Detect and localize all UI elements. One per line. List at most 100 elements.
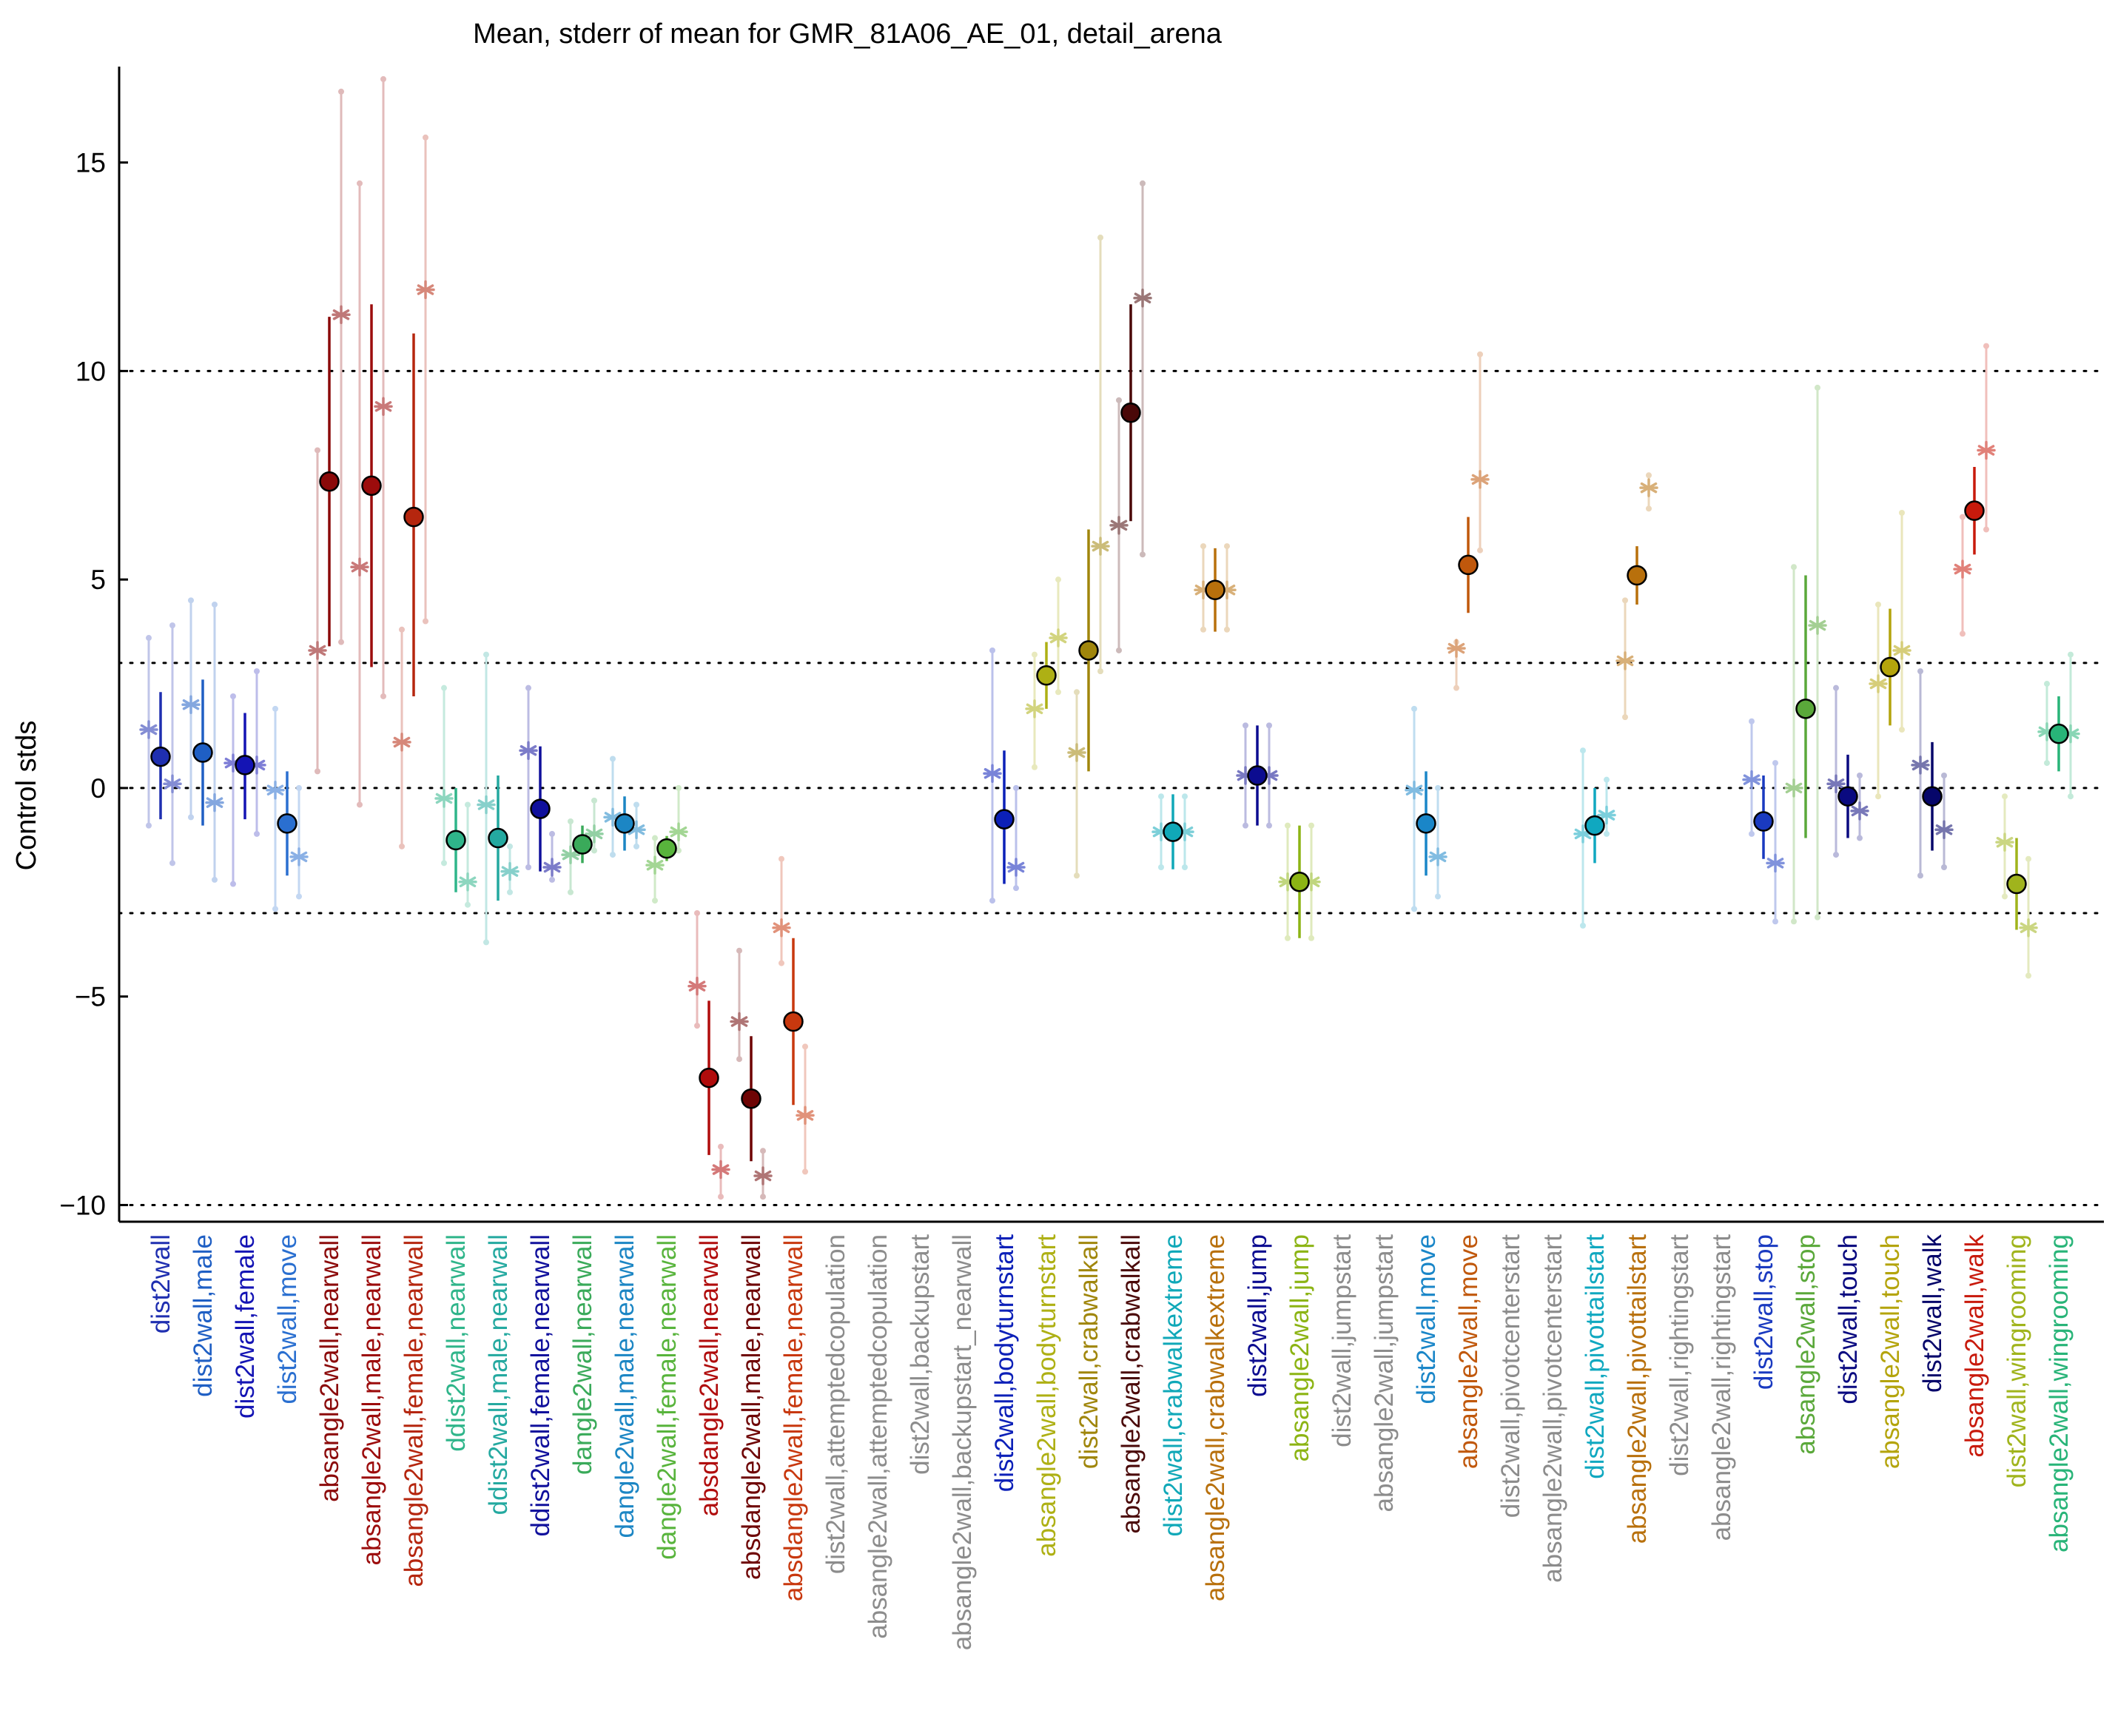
spread-point	[315, 447, 320, 454]
spread-point	[1477, 547, 1483, 554]
category-label: dist2wall,pivotcenterstart	[1496, 1234, 1525, 1518]
spread-point	[338, 639, 344, 645]
spread-point	[1013, 784, 1019, 791]
spread-point	[676, 847, 682, 854]
spread-point	[254, 830, 260, 837]
mean-marker	[361, 475, 382, 497]
spread-point	[465, 801, 471, 808]
spread-point	[736, 1056, 742, 1063]
mean-marker	[656, 838, 677, 859]
sex-marker	[669, 822, 688, 841]
spread-point	[1243, 822, 1248, 829]
sex-marker	[1869, 674, 1888, 693]
spread-point	[610, 852, 616, 858]
spread-point	[254, 668, 260, 675]
spread-point	[1200, 543, 1206, 550]
spread-point	[1580, 747, 1586, 754]
category-label: absangle2wall,nearwall	[315, 1234, 344, 1502]
spread-point	[483, 939, 489, 946]
sex-marker	[1447, 639, 1466, 658]
mean-marker	[614, 813, 635, 834]
mean-marker	[783, 1011, 804, 1032]
spread-point	[549, 876, 555, 883]
category-label: absdangle2wall,male,nearwall	[737, 1234, 766, 1580]
spread-point	[525, 864, 531, 870]
mean-marker	[277, 813, 297, 834]
y-tick-label: 0	[90, 773, 106, 804]
sex-marker	[434, 789, 454, 808]
sex-marker	[139, 720, 158, 739]
sex-marker	[1639, 478, 1658, 497]
spread-point	[2068, 651, 2074, 658]
category-label: absangle2wall,stop	[1792, 1234, 1820, 1455]
category-label: dist2wall,move	[1412, 1234, 1441, 1404]
category-label: absangle2wall,wingrooming	[2045, 1234, 2074, 1552]
spread-point	[1899, 727, 1905, 733]
category-label: absangle2wall,pivottailstart	[1623, 1234, 1652, 1544]
spread-point	[1097, 668, 1103, 675]
mean-marker	[1036, 665, 1057, 686]
category-label: dist2wall,touch	[1834, 1234, 1863, 1404]
spread-point	[1032, 764, 1038, 770]
sex-marker	[1934, 820, 1954, 840]
category-label: absangle2wall,crabwalkextreme	[1201, 1234, 1230, 1601]
sex-marker	[1742, 770, 1761, 790]
spread-point	[2068, 793, 2074, 800]
reference-lines	[118, 369, 2105, 1206]
spread-point	[1899, 509, 1905, 516]
mean-marker	[1247, 765, 1268, 786]
category-label: absangle2wall,jump	[1285, 1234, 1314, 1461]
sex-marker	[500, 861, 519, 881]
sex-marker	[1826, 774, 1846, 794]
category-label: absangle2wall,pivotcenterstart	[1539, 1234, 1567, 1583]
sex-marker	[266, 780, 285, 800]
spread-point	[169, 622, 175, 629]
spread-point	[1580, 922, 1586, 929]
spread-point	[1646, 505, 1652, 512]
sex-marker	[585, 824, 604, 844]
spread-point	[1941, 773, 1947, 779]
spread-point	[1243, 722, 1248, 729]
spread-point	[989, 647, 995, 653]
category-label: dist2wall,bodyturnstart	[990, 1234, 1019, 1492]
mean-marker	[1163, 821, 1183, 842]
spread-point	[441, 684, 447, 691]
spread-point	[380, 75, 386, 82]
mean-marker	[1922, 786, 1943, 807]
spread-point	[633, 801, 639, 808]
spread-point	[1308, 822, 1314, 829]
mean-marker	[2048, 723, 2069, 744]
spread-point	[1960, 630, 1966, 637]
spread-point	[718, 1194, 724, 1200]
mean-marker	[994, 809, 1015, 830]
spread-point	[1055, 576, 1061, 583]
mean-marker	[1289, 871, 1310, 892]
sex-marker	[1109, 516, 1129, 535]
spread-point	[212, 601, 218, 608]
category-label: ddist2wall,female,nearwall	[526, 1234, 555, 1537]
mean-marker	[1078, 640, 1099, 661]
sex-marker	[308, 641, 327, 660]
spread-point	[315, 768, 320, 775]
spread-point	[1013, 885, 1019, 892]
spread-point	[423, 134, 428, 141]
spread-point	[483, 651, 489, 658]
category-label: dist2wall,jump	[1243, 1234, 1272, 1397]
sex-marker	[753, 1166, 773, 1185]
spread-point	[779, 855, 784, 862]
sex-marker	[519, 741, 538, 760]
sex-marker	[1405, 780, 1424, 800]
mean-marker	[1584, 815, 1605, 836]
spread-point	[1182, 864, 1188, 870]
sex-marker	[205, 793, 224, 813]
spread-point	[718, 1143, 724, 1150]
category-label: dangle2wall,male,nearwall	[611, 1234, 639, 1538]
mean-marker	[150, 746, 171, 767]
category-label: dist2wall,pivottailstart	[1581, 1234, 1610, 1479]
sex-marker	[163, 774, 182, 794]
mean-marker	[1416, 813, 1436, 834]
spread-point	[652, 898, 658, 904]
sex-marker	[542, 858, 562, 877]
spread-point	[2002, 893, 2008, 900]
spread-point	[568, 889, 574, 895]
